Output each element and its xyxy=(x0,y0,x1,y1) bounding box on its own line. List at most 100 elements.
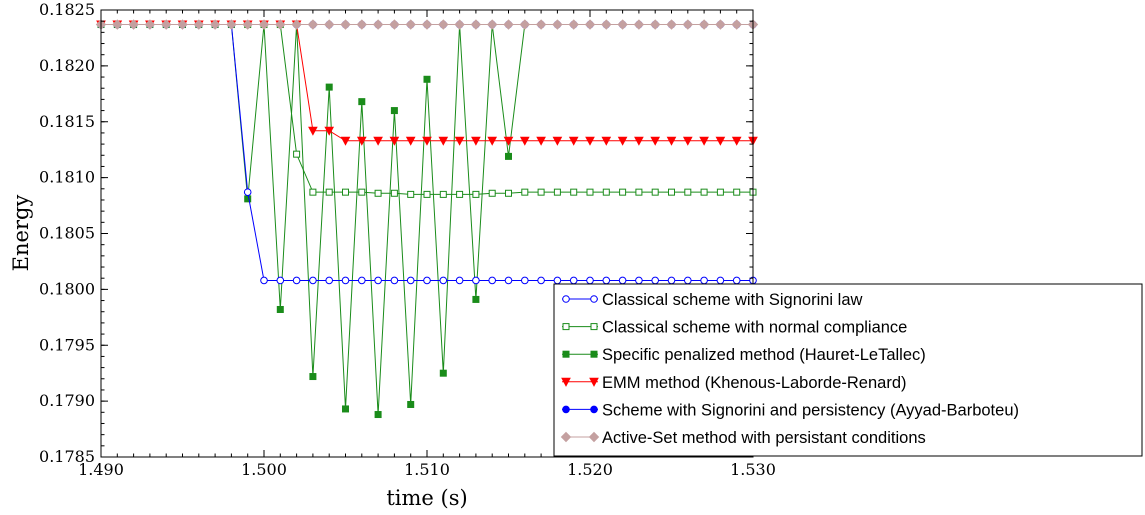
data-point xyxy=(325,188,333,196)
data-point xyxy=(423,276,431,285)
legend-marker xyxy=(590,405,598,414)
legend-item: Classical scheme with normal compliance xyxy=(562,319,907,337)
data-point xyxy=(309,188,317,196)
legend-marker xyxy=(589,377,599,387)
data-point xyxy=(552,136,563,146)
data-point xyxy=(666,19,677,30)
axes-layer: 1.490 1.500 1.510 1.520 1.530 0.1785 0.1790 0.1… xyxy=(39,0,776,479)
data-point xyxy=(390,276,399,285)
data-point xyxy=(243,188,252,196)
data-point xyxy=(733,188,741,196)
legend-marker xyxy=(590,323,598,331)
data-point xyxy=(486,19,498,30)
data-point xyxy=(504,276,513,285)
legend-item: Classical scheme with Signorini law xyxy=(562,291,863,309)
data-point xyxy=(144,19,156,30)
data-point xyxy=(472,276,480,285)
data-point xyxy=(570,188,578,196)
legend-box xyxy=(553,283,1143,457)
data-point xyxy=(372,19,384,30)
y-tick-label: 0.1825 xyxy=(39,0,95,19)
x-tick-label: 1.520 xyxy=(567,460,613,479)
data-point xyxy=(700,276,708,285)
data-point xyxy=(455,276,464,285)
data-point xyxy=(602,276,611,285)
data-point xyxy=(275,19,286,30)
legend-item: EMM method (Khenous-Laborde-Renard) xyxy=(561,374,907,392)
data-point xyxy=(698,19,710,30)
data-point xyxy=(699,136,709,146)
series-active-set-method-with-persistant-conditions xyxy=(95,19,759,30)
data-point xyxy=(505,189,512,197)
data-point xyxy=(503,19,514,30)
data-point xyxy=(374,189,382,197)
y-tick-label: 0.1790 xyxy=(39,391,95,410)
legend-label: Active-Set method with persistant condit… xyxy=(602,429,926,447)
data-point xyxy=(340,136,351,146)
data-point xyxy=(732,276,741,285)
data-point xyxy=(342,188,349,196)
x-axis-title: time (s) xyxy=(386,486,467,510)
data-point xyxy=(389,19,400,30)
data-point xyxy=(405,136,416,146)
legend-marker xyxy=(562,323,570,331)
data-point xyxy=(438,136,449,146)
data-point xyxy=(456,190,464,198)
data-point xyxy=(374,411,382,419)
data-point xyxy=(405,19,416,30)
legend-marker xyxy=(560,431,572,443)
data-point xyxy=(276,305,284,313)
data-point xyxy=(487,136,498,146)
data-point xyxy=(731,19,742,30)
data-point xyxy=(308,126,318,136)
data-point xyxy=(439,276,448,285)
series-line xyxy=(101,24,753,281)
data-point xyxy=(568,136,579,146)
data-point xyxy=(684,188,692,196)
data-point xyxy=(586,276,594,285)
data-point xyxy=(325,276,334,285)
data-point xyxy=(342,405,349,413)
data-point xyxy=(209,19,221,30)
legend-label: Scheme with Signorini and persistency (A… xyxy=(602,401,1019,419)
data-point xyxy=(291,19,302,30)
data-point xyxy=(358,188,366,196)
y-tick-label: 0.1800 xyxy=(39,279,95,298)
data-point xyxy=(700,188,708,196)
data-point xyxy=(553,276,562,285)
data-point xyxy=(340,19,351,30)
data-point xyxy=(242,19,253,30)
data-point xyxy=(128,19,139,30)
data-point xyxy=(258,19,270,30)
data-point xyxy=(682,19,694,30)
legend-label: Classical scheme with normal compliance xyxy=(602,319,907,337)
data-point xyxy=(519,19,531,30)
data-point xyxy=(682,136,693,146)
data-point xyxy=(586,188,594,196)
data-point xyxy=(552,19,563,30)
legend-marker xyxy=(562,350,570,358)
data-point xyxy=(633,19,645,30)
data-point xyxy=(617,136,628,146)
data-point xyxy=(439,369,447,377)
data-point xyxy=(715,19,726,30)
data-point xyxy=(519,136,530,146)
data-point xyxy=(356,19,368,30)
series-classical-scheme-with-signorini-law xyxy=(97,20,757,285)
data-point xyxy=(553,188,561,196)
legend-marker xyxy=(562,405,570,414)
data-point xyxy=(341,276,350,285)
legend-marker xyxy=(588,431,600,443)
data-point xyxy=(684,276,692,285)
data-point xyxy=(471,136,481,146)
data-point xyxy=(390,107,398,115)
legend-marker xyxy=(562,295,570,303)
y-tick-label: 0.1795 xyxy=(39,335,95,354)
data-point xyxy=(535,19,547,30)
legend-item: Active-Set method with persistant condit… xyxy=(560,429,926,447)
y-tick-label: 0.1785 xyxy=(39,447,95,466)
data-point xyxy=(470,19,482,30)
data-point xyxy=(731,136,742,146)
data-point xyxy=(472,190,480,198)
data-point xyxy=(601,19,612,30)
